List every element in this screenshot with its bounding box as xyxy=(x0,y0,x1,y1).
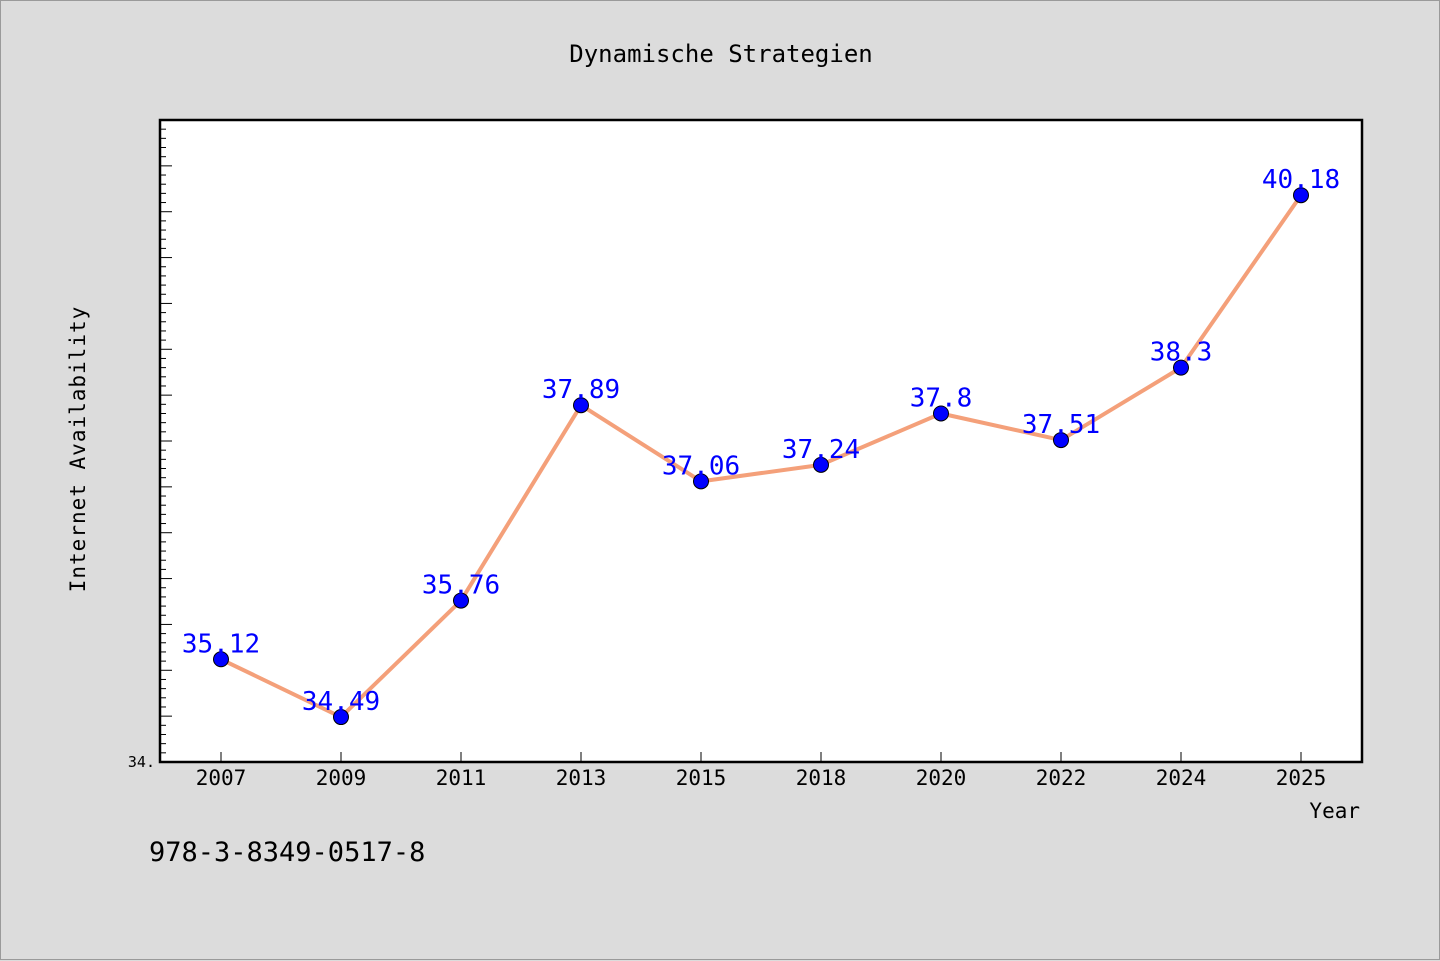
x-tick-label: 2007 xyxy=(196,766,247,790)
x-tick-label: 2009 xyxy=(316,766,367,790)
data-point xyxy=(693,473,709,490)
x-axis-ticks: 2007 2009 2011 2013 2015 2018 2020 2022 2024 2025 xyxy=(196,752,1327,790)
series-line xyxy=(219,193,1303,720)
data-label: 40.18 xyxy=(1262,165,1340,195)
x-tick-label: 2025 xyxy=(1276,766,1327,790)
y-axis-label: Internet Availability xyxy=(66,306,90,593)
x-tick-label: 2013 xyxy=(556,766,607,790)
y-tick-label: 34. xyxy=(128,753,155,771)
footer-isbn: 978-3-8349-0517-8 xyxy=(149,837,426,868)
series-markers xyxy=(213,187,1309,726)
data-label: 35.76 xyxy=(422,571,500,601)
data-label: 37.8 xyxy=(910,383,973,413)
data-point xyxy=(213,651,229,668)
data-labels: 35.12 34.49 35.76 37.89 37.06 37.24 37.8 37.51 3… xyxy=(182,165,1340,717)
x-tick-label: 2011 xyxy=(436,766,487,790)
data-point xyxy=(1053,432,1069,449)
data-point xyxy=(813,456,829,473)
data-point xyxy=(1173,359,1189,376)
x-tick-label: 2015 xyxy=(676,766,727,790)
data-label: 37.89 xyxy=(542,375,620,405)
data-point xyxy=(573,397,589,414)
data-label: 34.49 xyxy=(302,687,380,717)
data-label: 37.51 xyxy=(1022,410,1100,440)
x-tick-label: 2024 xyxy=(1156,766,1207,790)
data-label: 35.12 xyxy=(182,629,260,659)
chart-title: Dynamische Strategien xyxy=(569,40,872,68)
plot-area xyxy=(158,118,1364,764)
data-point xyxy=(933,405,949,422)
data-point xyxy=(333,709,349,726)
data-label: 37.24 xyxy=(782,435,860,465)
data-label: 38.3 xyxy=(1150,338,1213,368)
data-point xyxy=(453,592,469,609)
series-line-group xyxy=(219,193,1303,720)
x-tick-label: 2022 xyxy=(1036,766,1087,790)
x-axis-label: Year xyxy=(1309,799,1360,823)
x-tick-label: 2018 xyxy=(796,766,847,790)
data-label: 37.06 xyxy=(662,451,740,481)
data-point xyxy=(1293,187,1309,204)
y-axis-ticks xyxy=(160,119,172,763)
x-tick-label: 2020 xyxy=(916,766,967,790)
